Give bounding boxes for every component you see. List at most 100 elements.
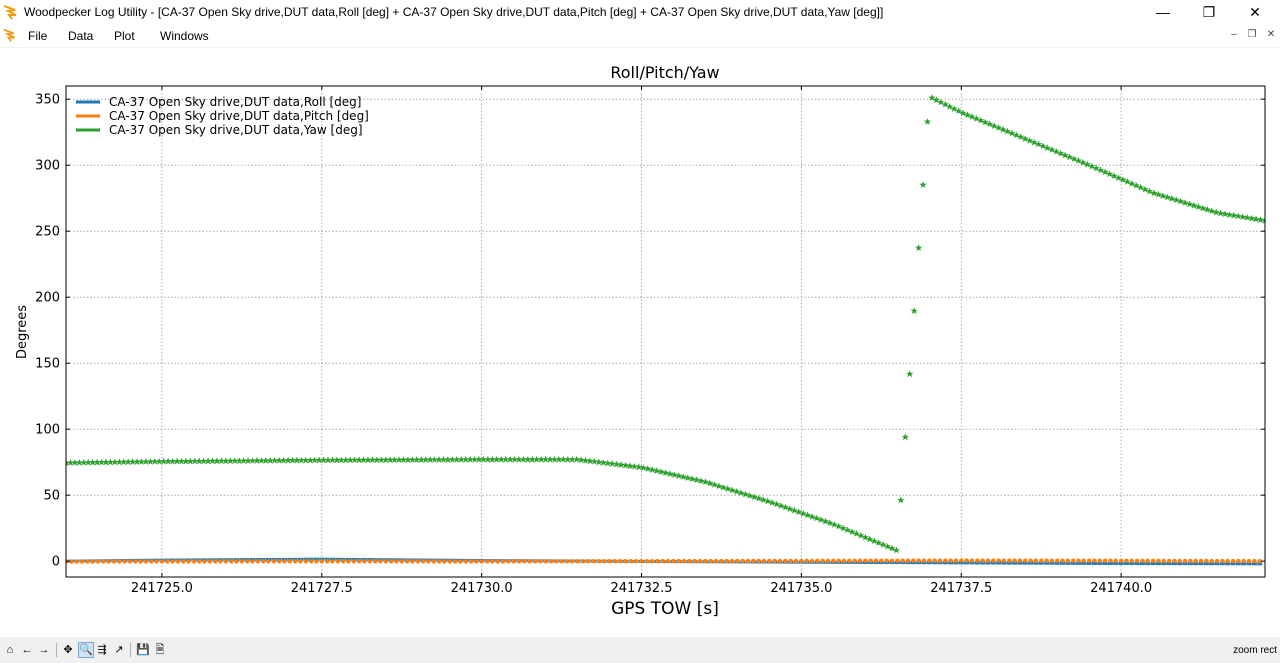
pitch-data-point: [852, 558, 857, 563]
pitch-data-point: [623, 558, 628, 564]
forward-arrow-icon[interactable]: →: [38, 644, 50, 656]
pitch-data-point: [841, 558, 847, 563]
status-message: zoom rect: [1233, 645, 1277, 656]
pitch-data-point: [149, 559, 154, 564]
pitch-data-point: [399, 559, 404, 564]
pitch-data-point: [1124, 558, 1129, 563]
yaw-data-point: [906, 370, 914, 378]
pitch-data-point: [394, 559, 399, 564]
pitch-data-point: [554, 559, 559, 564]
legend-label-pitch: CA-37 Open Sky drive,DUT data,Pitch [deg…: [109, 109, 369, 123]
yaw-data-point: [657, 468, 665, 476]
pitch-data-point: [426, 559, 431, 564]
title-bar: Woodpecker Log Utility - [CA-37 Open Sky…: [0, 0, 1280, 24]
yaw-data-point: [692, 476, 701, 484]
pitch-data-point: [244, 559, 250, 564]
menu-data[interactable]: Data: [68, 29, 94, 43]
plot-area[interactable]: 241725.0 241727.5 241730.0 241732.5 241735.0…: [0, 48, 1280, 634]
pitch-data-point: [612, 559, 618, 564]
pan-icon[interactable]: ✥: [63, 644, 73, 656]
x-tick-label: 241740.0: [1090, 581, 1152, 596]
back-arrow-icon[interactable]: ←: [21, 644, 33, 656]
pitch-data-point: [559, 559, 564, 564]
pitch-data-point: [1150, 558, 1156, 564]
pitch-data-point: [1172, 558, 1177, 564]
pitch-data-point: [580, 559, 586, 564]
pitch-data-point: [495, 559, 500, 564]
pitch-data-point: [724, 558, 729, 564]
pitch-data-point: [90, 559, 95, 564]
yaw-data-point: [923, 118, 932, 125]
pitch-data-point: [1220, 558, 1225, 564]
pitch-data-point: [740, 558, 745, 564]
pitch-data-point: [282, 559, 287, 564]
zoom-icon[interactable]: 🔍: [78, 642, 94, 658]
pitch-data-point: [516, 559, 522, 564]
pitch-data-point: [202, 559, 207, 564]
x-tick-label: 241737.5: [930, 581, 992, 596]
yaw-data-point: [644, 465, 652, 473]
pitch-data-point: [458, 559, 463, 564]
pitch-data-point: [628, 558, 634, 564]
close-button[interactable]: ✕: [1249, 3, 1261, 20]
pitch-data-point: [292, 559, 298, 564]
pitch-data-point: [165, 559, 170, 564]
pitch-data-point: [745, 558, 751, 564]
pitch-data-point: [602, 559, 607, 564]
pitch-data-point: [820, 558, 825, 564]
pitch-data-point: [1102, 558, 1108, 563]
pitch-data-point: [1188, 558, 1193, 564]
mdi-minimize-button[interactable]: –: [1231, 29, 1237, 40]
export-icon[interactable]: 🗎: [155, 644, 165, 656]
restore-button[interactable]: ❐: [1202, 3, 1216, 20]
pitch-data-point: [921, 558, 927, 563]
pitch-data-point: [836, 558, 841, 564]
pitch-data-point: [905, 558, 911, 563]
series-layer: [66, 94, 1265, 566]
pitch-data-point: [1065, 558, 1071, 563]
pitch-data-point: [388, 559, 394, 564]
pitch-data-point: [436, 559, 442, 564]
pitch-data-point: [1230, 558, 1236, 564]
yaw-data-point: [653, 467, 661, 475]
mdi-restore-button[interactable]: ❐: [1247, 29, 1257, 40]
pitch-data-point: [879, 558, 884, 563]
pitch-data-point: [777, 558, 783, 564]
pitch-data-point: [69, 559, 74, 564]
pitch-data-point: [239, 559, 245, 564]
pitch-data-point: [708, 558, 713, 564]
pitch-data-point: [138, 559, 143, 564]
pitch-data-point: [1007, 558, 1012, 563]
pitch-data-point: [1252, 558, 1257, 564]
pitch-data-point: [1033, 558, 1039, 563]
pitch-data-point: [1118, 558, 1124, 563]
axes-frame: [65, 85, 1266, 578]
pitch-data-point: [1097, 558, 1103, 563]
roll-pitch-yaw-chart[interactable]: 241725.0 241727.5 241730.0 241732.5 241735.0…: [0, 48, 1280, 634]
home-icon[interactable]: ⌂: [6, 644, 14, 656]
x-tick-label: 241732.5: [611, 581, 673, 596]
pitch-data-point: [255, 559, 261, 564]
menu-file[interactable]: File: [28, 29, 48, 43]
edit-curves-icon[interactable]: ↗: [114, 644, 124, 656]
yaw-data-point: [697, 477, 705, 485]
pitch-data-point: [1209, 558, 1214, 564]
menu-windows[interactable]: Windows: [160, 29, 209, 43]
y-tick-label: 250: [35, 225, 60, 240]
subplots-icon[interactable]: ⇶: [97, 644, 107, 656]
menu-plot[interactable]: Plot: [114, 29, 135, 43]
save-icon[interactable]: 💾: [136, 644, 150, 656]
pitch-data-point: [186, 559, 191, 564]
pitch-data-point: [127, 559, 133, 564]
mdi-close-button[interactable]: ✕: [1266, 29, 1276, 40]
pitch-data-point: [703, 558, 708, 564]
pitch-data-point: [207, 559, 213, 564]
legend-label-yaw: CA-37 Open Sky drive,DUT data,Yaw [deg]: [109, 123, 363, 137]
pitch-data-point: [1054, 558, 1060, 563]
pitch-data-point: [831, 558, 836, 564]
pitch-data-point: [1086, 558, 1092, 563]
pitch-data-point: [665, 558, 671, 564]
pitch-data-point: [415, 559, 420, 564]
minimize-button[interactable]: —: [1156, 4, 1170, 20]
pitch-data-point: [735, 558, 740, 564]
